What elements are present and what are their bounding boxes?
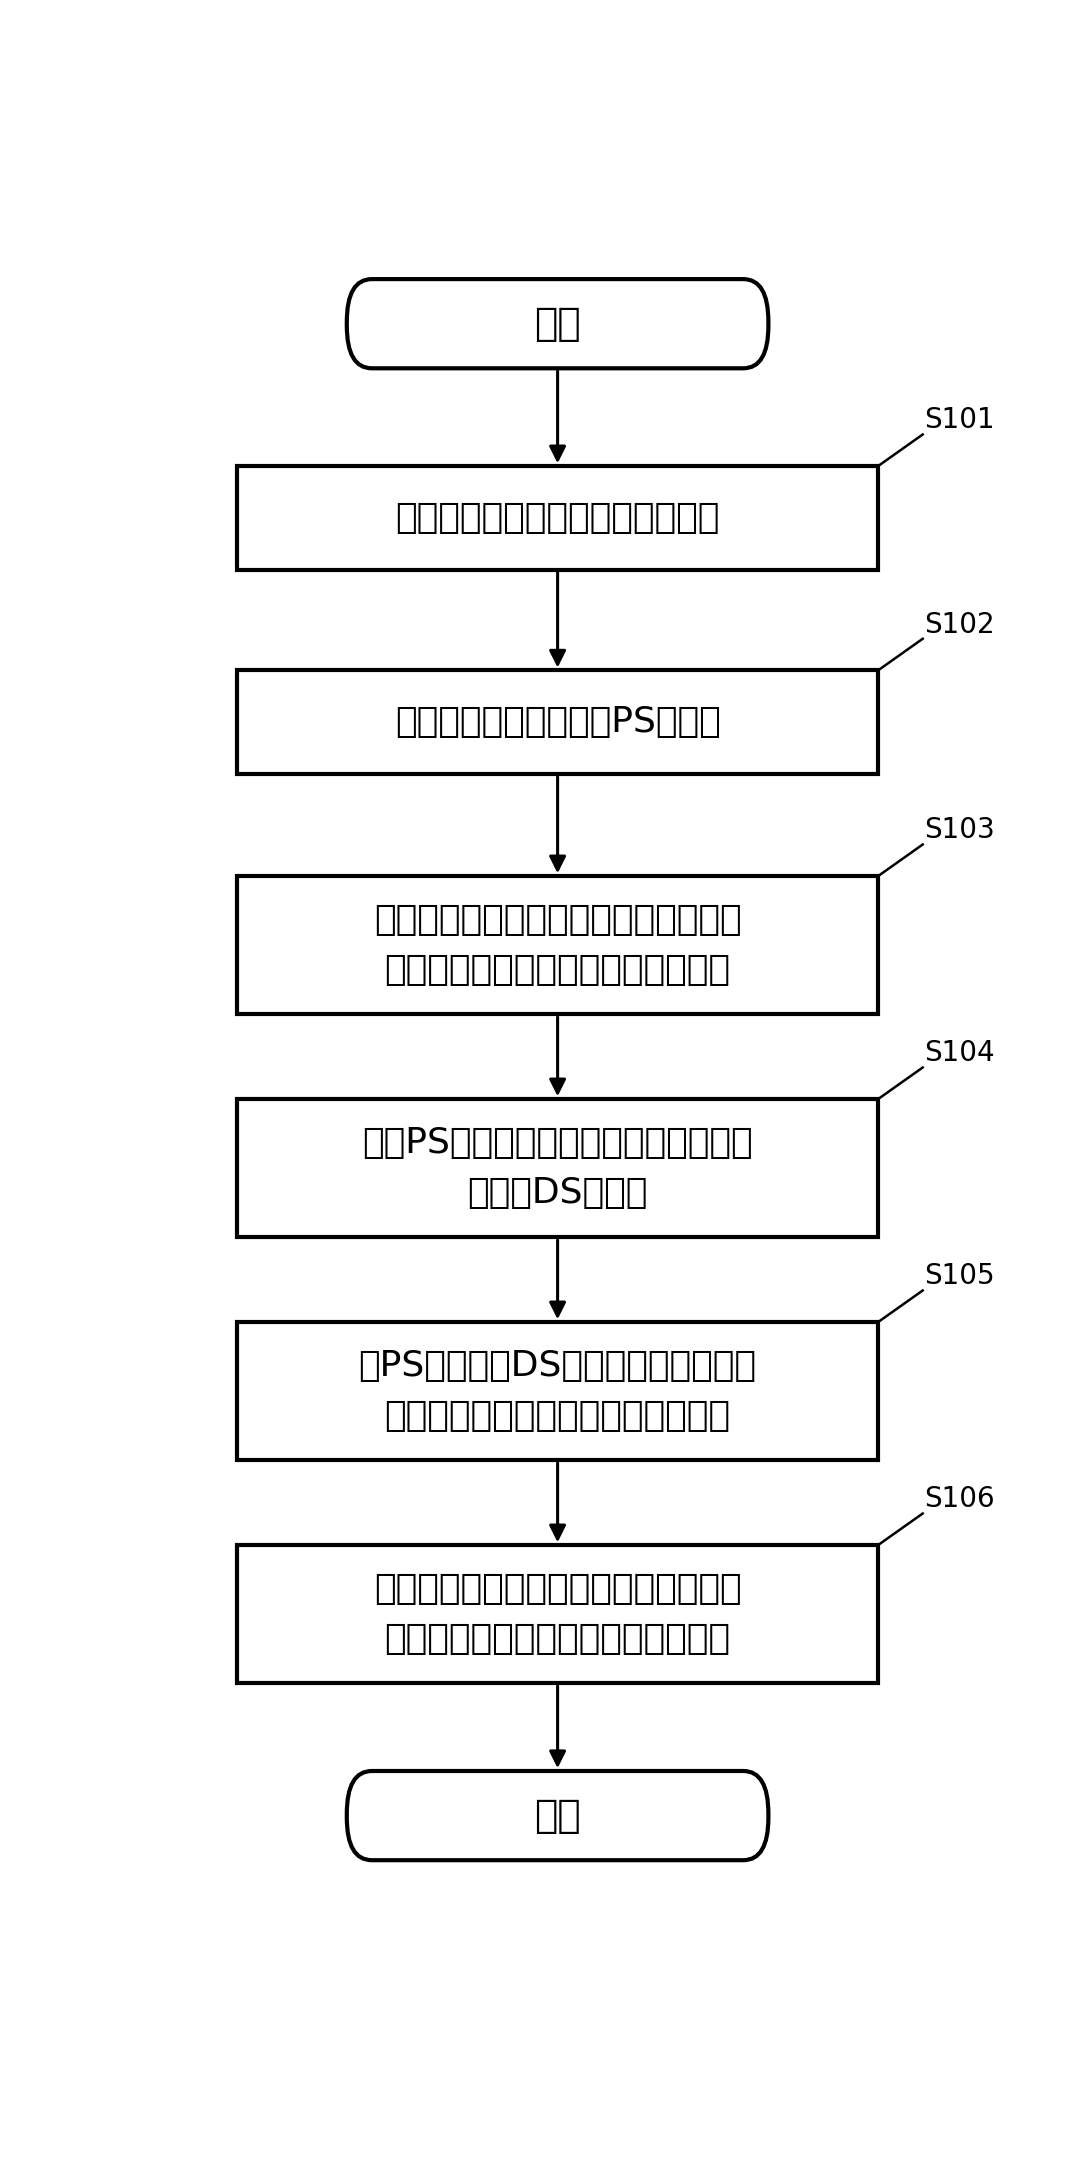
Text: S103: S103 <box>925 816 996 844</box>
Text: S102: S102 <box>925 611 996 639</box>
Bar <box>237 1545 878 1683</box>
Text: S101: S101 <box>925 406 996 434</box>
Text: 基于PS观测网，通过非线性沉降形变模
型构建DS观测网: 基于PS观测网，通过非线性沉降形变模 型构建DS观测网 <box>362 1126 753 1211</box>
Bar <box>237 671 878 775</box>
Text: 通过最小二乘拟合方法对实地测量数据
进行处理，构建非线性沉降形变模型: 通过最小二乘拟合方法对实地测量数据 进行处理，构建非线性沉降形变模型 <box>374 902 741 988</box>
Text: 对PS观测网和DS观测网进行地理编码
和垂直向投影处理，获得垂直形变图: 对PS观测网和DS观测网进行地理编码 和垂直向投影处理，获得垂直形变图 <box>359 1349 756 1433</box>
FancyBboxPatch shape <box>347 278 768 369</box>
Text: 根据垂直形变图对土体固结沉降数据进
行数据分析，实现土体固结沉降监测: 根据垂直形变图对土体固结沉降数据进 行数据分析，实现土体固结沉降监测 <box>374 1571 741 1657</box>
Bar <box>237 876 878 1014</box>
FancyBboxPatch shape <box>347 1772 768 1860</box>
Text: 获取卫星影像数据和实地测量数据: 获取卫星影像数据和实地测量数据 <box>395 501 720 535</box>
Text: 根据卫星影像数据构建PS观测网: 根据卫星影像数据构建PS观测网 <box>395 706 720 740</box>
Text: 结束: 结束 <box>534 1798 581 1834</box>
Text: S104: S104 <box>925 1040 996 1068</box>
Bar <box>237 1098 878 1237</box>
Text: S106: S106 <box>925 1485 996 1513</box>
Bar <box>237 1323 878 1461</box>
Bar <box>237 466 878 570</box>
Text: S105: S105 <box>925 1262 996 1290</box>
Text: 开始: 开始 <box>534 304 581 343</box>
